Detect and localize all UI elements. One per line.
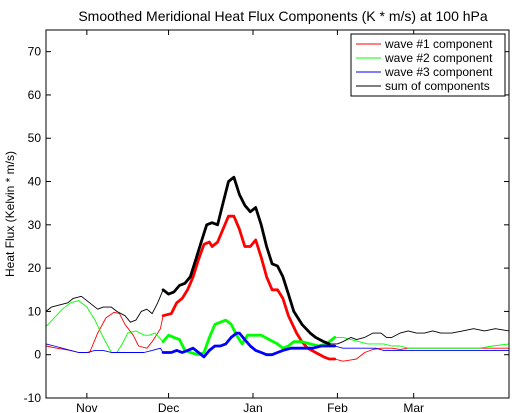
series-line-wave-2-component	[45, 300, 510, 356]
y-tick-label: 70	[28, 45, 42, 59]
series-highlight-wave-3-component	[161, 331, 337, 359]
y-tick-label: 40	[28, 175, 42, 189]
y-tick-label: 0	[34, 348, 41, 362]
axis-ticks: -10 0 10 20 30 40 50 60 70 Nov Dec Jan Feb Mar	[24, 30, 509, 413]
y-tick-label: 20	[28, 261, 42, 275]
y-tick-label: -10	[24, 391, 42, 405]
y-tick-label: 30	[28, 218, 42, 232]
x-tick-label: Mar	[403, 401, 424, 413]
legend-entry: wave #2 component	[384, 51, 493, 65]
series-highlight-wave-1-component	[161, 214, 337, 361]
legend-entry: sum of components	[385, 79, 490, 93]
x-tick-label: Feb	[327, 401, 348, 413]
series-highlight-sum-of-components	[161, 175, 331, 346]
x-tick-label: Jan	[243, 401, 262, 413]
y-tick-label: 50	[28, 131, 42, 145]
y-tick-label: 60	[28, 88, 42, 102]
plot-frame	[45, 29, 510, 399]
chart-title: Smoothed Meridional Heat Flux Components…	[78, 8, 488, 24]
series-layer	[45, 175, 510, 362]
legend-entry: wave #3 component	[384, 65, 493, 79]
x-tick-label: Dec	[158, 401, 179, 413]
series-line-sum-of-components	[45, 176, 510, 345]
y-axis-label: Heat Flux (Kelvin * m/s)	[3, 151, 17, 277]
legend-entry: wave #1 component	[384, 37, 493, 51]
x-tick-label: Nov	[76, 401, 97, 413]
y-tick-label: 10	[28, 304, 42, 318]
